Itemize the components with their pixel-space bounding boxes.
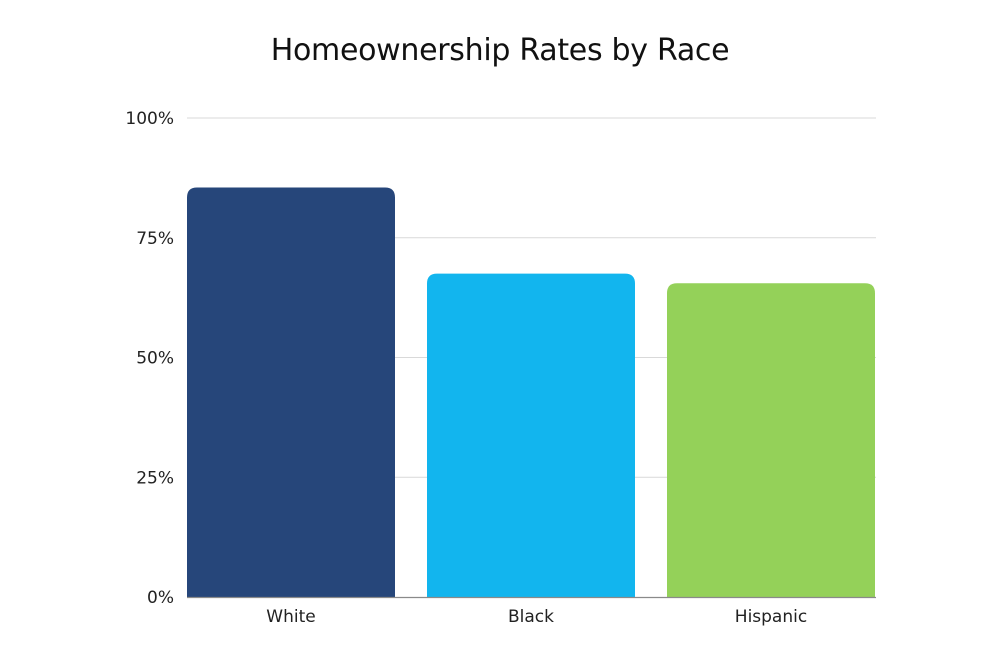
y-tick-label: 100% <box>125 109 174 129</box>
y-tick-label: 50% <box>136 349 174 369</box>
chart-title: Homeownership Rates by Race <box>270 33 730 68</box>
x-tick-label: Hispanic <box>735 607 807 627</box>
y-tick-label: 25% <box>136 468 174 488</box>
bar-white <box>187 187 395 597</box>
y-axis-ticks: 0% 25% 50% 75% 100% <box>125 109 174 608</box>
x-tick-label: Black <box>508 607 554 627</box>
x-axis-labels: White Black Hispanic <box>266 607 807 627</box>
y-tick-label: 0% <box>147 588 174 608</box>
bar-black <box>427 273 635 597</box>
x-tick-label: White <box>266 607 315 627</box>
bar-hispanic <box>667 283 875 597</box>
bars <box>187 187 875 597</box>
y-tick-label: 75% <box>136 229 174 249</box>
